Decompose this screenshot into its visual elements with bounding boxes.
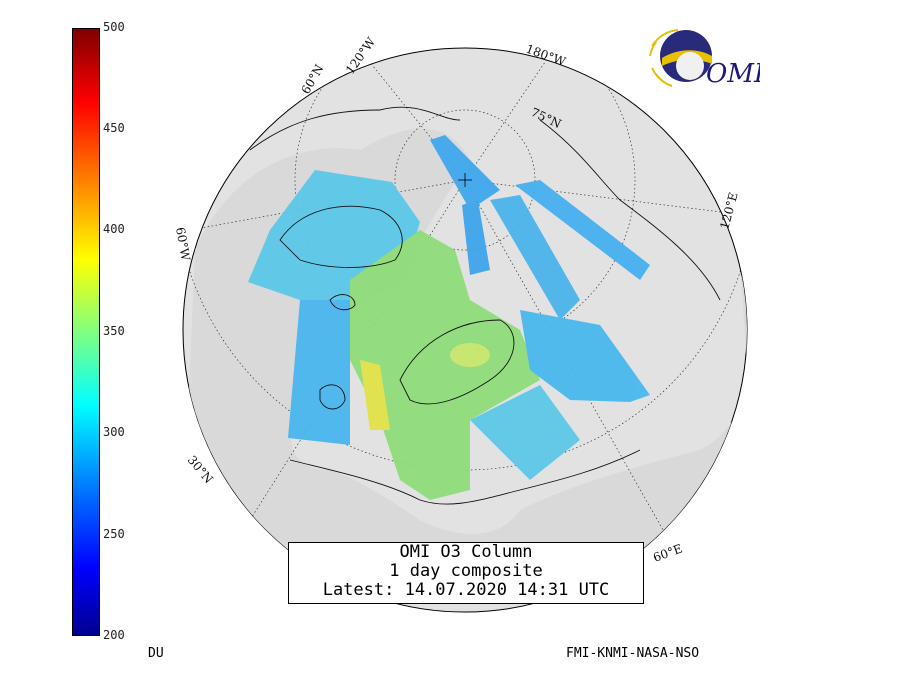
swath-pole-2 bbox=[462, 200, 490, 275]
colorbar bbox=[72, 28, 100, 636]
coast-siberia bbox=[539, 119, 721, 301]
colorbar-tick-400: 400 bbox=[103, 222, 125, 236]
coast-canada bbox=[249, 106, 461, 151]
swath-east bbox=[470, 385, 580, 480]
title-box: OMI O3 Column 1 day composite Latest: 14… bbox=[288, 542, 644, 604]
coast-britain bbox=[319, 384, 346, 410]
title-line-1: OMI O3 Column bbox=[399, 542, 533, 562]
omi-logo: OMI bbox=[648, 24, 765, 94]
meridian-180 bbox=[464, 48, 561, 181]
coast-mediterranean bbox=[289, 449, 641, 505]
graticule-60n bbox=[294, 48, 636, 351]
meridian-120e bbox=[464, 179, 746, 216]
omi-logo-mark: OMI bbox=[649, 29, 765, 89]
omi-logo-text: OMI bbox=[706, 59, 760, 89]
label-30n: 30°N bbox=[185, 453, 216, 486]
label-60w: 60°W bbox=[173, 226, 193, 262]
coast-scandinavia bbox=[399, 319, 515, 405]
coast-greenland bbox=[279, 205, 403, 268]
colorbar-tick-300: 300 bbox=[103, 425, 125, 439]
swath-russia bbox=[520, 310, 650, 402]
north-pole-marker bbox=[458, 173, 472, 187]
title-line-2: 1 day composite bbox=[389, 561, 543, 581]
credit-text: FMI-KNMI-NASA-NSO bbox=[566, 646, 700, 661]
ozone-high-spot bbox=[450, 343, 490, 367]
label-120e: 120°E bbox=[717, 191, 740, 231]
colorbar-tick-450: 450 bbox=[103, 121, 125, 135]
swath-pole-1 bbox=[430, 135, 500, 210]
colorbar-tick-200: 200 bbox=[103, 628, 125, 642]
colorbar-tick-500: 500 bbox=[103, 20, 125, 34]
meridian-60w bbox=[189, 179, 466, 231]
unit-label: DU bbox=[148, 646, 164, 661]
swath-pole-3 bbox=[490, 195, 580, 320]
label-60e: 60°E bbox=[651, 541, 684, 564]
ozone-swaths bbox=[248, 135, 650, 500]
swath-pole-4 bbox=[515, 180, 650, 280]
swath-scandinavia bbox=[350, 230, 540, 500]
colorbar-tick-350: 350 bbox=[103, 324, 125, 338]
ozone-high-band bbox=[360, 360, 390, 430]
title-line-3: Latest: 14.07.2020 14:31 UTC bbox=[322, 580, 610, 600]
meridian-60e bbox=[464, 179, 681, 561]
coast-iceland bbox=[329, 294, 356, 311]
colorbar-tick-250: 250 bbox=[103, 527, 125, 541]
graticule-75n bbox=[394, 109, 536, 251]
coastlines bbox=[249, 106, 721, 505]
